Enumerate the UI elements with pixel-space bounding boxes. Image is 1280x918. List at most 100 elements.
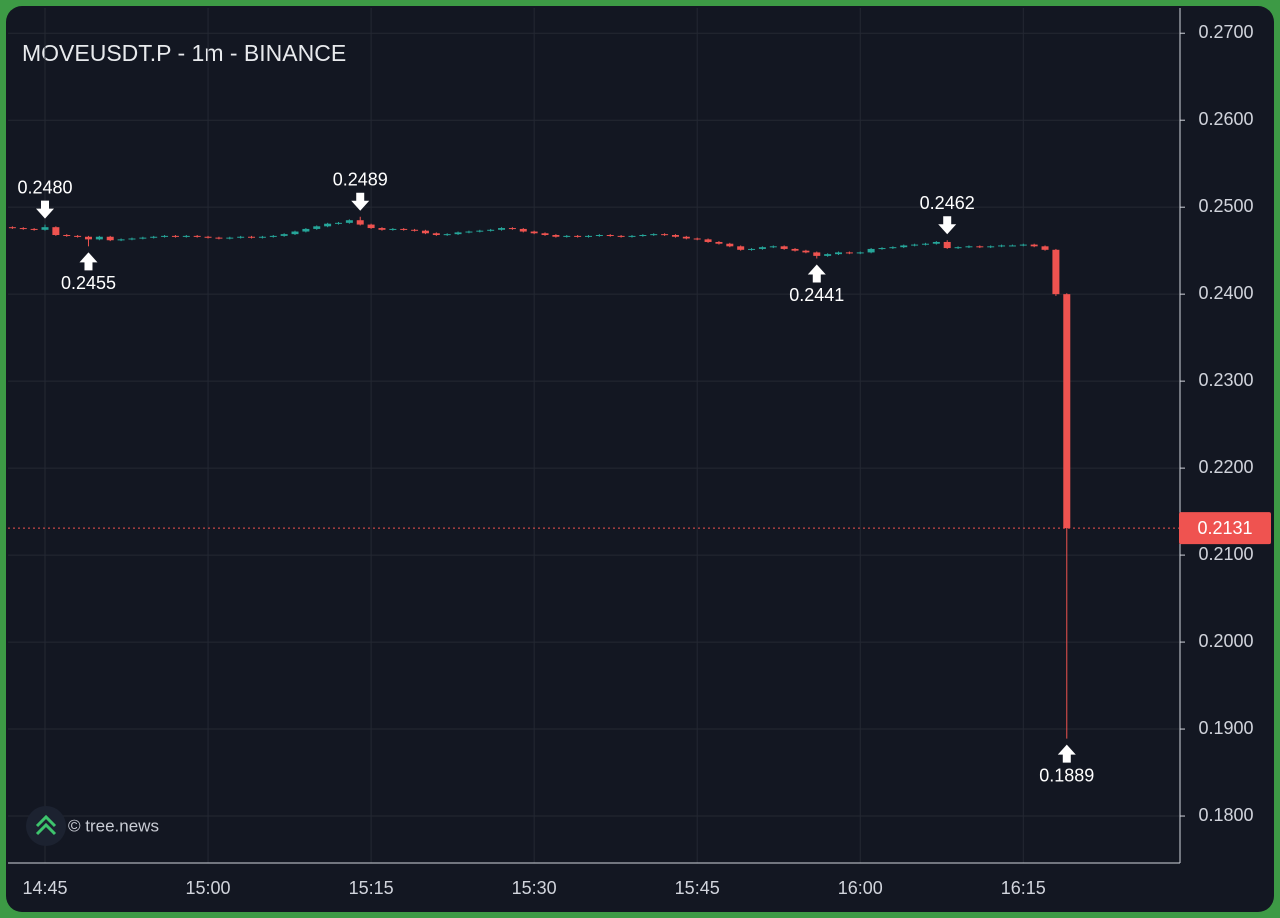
y-tick-label: 0.2300 xyxy=(1198,370,1253,390)
candle-body xyxy=(682,236,690,239)
low-label: 0.2441 xyxy=(789,285,844,305)
candle-body xyxy=(769,246,777,248)
watermark-icon xyxy=(35,814,57,836)
low-label: 0.1889 xyxy=(1039,765,1094,785)
x-tick-label: 15:45 xyxy=(675,878,720,898)
x-tick-label: 16:00 xyxy=(838,878,883,898)
high-arrow xyxy=(351,192,370,211)
candle-body xyxy=(911,244,919,246)
candle-body xyxy=(878,248,886,250)
watermark-text: © tree.news xyxy=(68,816,159,835)
low-arrow xyxy=(807,264,826,283)
candle-body xyxy=(617,235,625,237)
candle-body xyxy=(30,228,38,230)
candle-body xyxy=(95,236,103,240)
low-arrow xyxy=(79,252,98,271)
candle-body xyxy=(791,248,799,251)
candle-body xyxy=(161,235,169,237)
candle-body xyxy=(389,228,397,230)
low-label: 0.2455 xyxy=(61,273,116,293)
candle-body xyxy=(704,239,712,242)
candle-body xyxy=(443,234,451,236)
candle-body xyxy=(237,236,245,238)
candle-body xyxy=(498,228,506,230)
candle-body xyxy=(585,235,592,237)
x-tick-label: 14:45 xyxy=(22,878,67,898)
candle-body xyxy=(476,230,484,232)
candle-body xyxy=(1041,246,1049,250)
candle-body xyxy=(758,247,766,249)
y-tick-label: 0.1800 xyxy=(1198,805,1253,825)
candle-body xyxy=(715,241,723,244)
candle-body xyxy=(454,232,462,235)
y-tick-label: 0.2100 xyxy=(1198,544,1253,564)
candle-body xyxy=(74,235,82,237)
y-tick-label: 0.2500 xyxy=(1198,196,1253,216)
candle-body xyxy=(269,235,277,237)
candle-body xyxy=(367,224,375,229)
candle-body xyxy=(378,228,386,230)
candle-body xyxy=(345,220,353,223)
candle-body xyxy=(182,235,190,237)
candle-body xyxy=(41,227,49,230)
candle-body xyxy=(508,228,516,230)
candle-body xyxy=(998,245,1006,247)
chart-title: MOVEUSDT.P - 1m - BINANCE xyxy=(22,40,346,66)
candle-body xyxy=(411,229,419,231)
candle-body xyxy=(856,252,864,254)
candle-body xyxy=(813,252,821,256)
candle-body xyxy=(248,236,256,238)
candle-body xyxy=(171,235,179,237)
candle-body xyxy=(128,238,136,240)
candle-body xyxy=(606,235,614,237)
candle-body xyxy=(519,228,527,232)
candle-body xyxy=(52,227,60,236)
x-tick-label: 16:15 xyxy=(1001,878,1046,898)
chart-panel xyxy=(6,6,1274,912)
candle-body xyxy=(204,236,212,238)
candle-body xyxy=(421,230,429,234)
candle-body xyxy=(150,236,158,238)
candle-body xyxy=(921,243,929,245)
candle-body xyxy=(574,235,582,237)
candle-body xyxy=(639,235,647,237)
high-label: 0.2480 xyxy=(17,177,72,197)
candle-body xyxy=(1019,244,1027,246)
candle-body xyxy=(889,247,897,249)
candle-body xyxy=(726,243,734,247)
candle-body xyxy=(106,236,114,241)
candle-body xyxy=(867,248,875,253)
candle-body xyxy=(291,231,299,235)
candle-body xyxy=(356,220,364,225)
candle-body xyxy=(900,245,908,248)
candle-body xyxy=(302,228,310,232)
candle-body xyxy=(117,239,125,241)
high-label: 0.2462 xyxy=(920,193,975,213)
candle-body xyxy=(954,247,962,249)
candle-body xyxy=(215,237,223,239)
grid xyxy=(8,8,1180,863)
candle-body xyxy=(693,238,701,240)
y-tick-label: 0.2200 xyxy=(1198,457,1253,477)
candle-body xyxy=(8,227,16,229)
candle-body xyxy=(671,235,679,237)
candle-body xyxy=(552,235,560,237)
candle-body xyxy=(661,234,669,236)
candle-body xyxy=(84,236,92,240)
candle-body xyxy=(432,233,440,236)
candle-body xyxy=(802,250,810,253)
x-tick-label: 15:30 xyxy=(512,878,557,898)
candle-body xyxy=(650,234,658,236)
candle-body xyxy=(465,231,473,233)
last-price-box xyxy=(1179,512,1271,545)
candle-body xyxy=(193,235,201,237)
candle-body xyxy=(1063,294,1071,529)
candle-body xyxy=(19,228,27,230)
candle-body xyxy=(334,222,342,224)
last-price-label: 0.2131 xyxy=(1197,518,1252,538)
candle-body xyxy=(226,237,234,239)
candle-body xyxy=(748,248,756,250)
candle-body xyxy=(139,237,147,239)
